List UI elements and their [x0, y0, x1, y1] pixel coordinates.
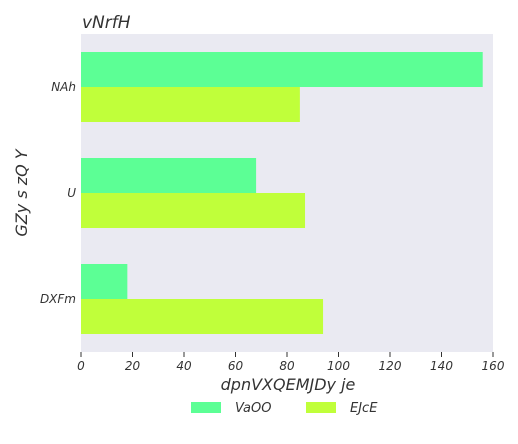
x-tick-label: 100 — [327, 359, 350, 373]
bar-VaOO-U — [81, 158, 257, 193]
bar-EJcE-NAh — [81, 87, 300, 122]
y-tick-label: DXFm — [40, 292, 76, 306]
y-axis-label: GZy s zQ Y — [12, 148, 31, 236]
x-tick-label: 140 — [430, 359, 453, 373]
legend-swatch-EJcE — [306, 402, 336, 413]
bar-VaOO-DXFm — [81, 264, 128, 299]
legend-label-EJcE: EJcE — [350, 401, 378, 416]
y-tick-label: U — [67, 186, 76, 200]
bar-EJcE-U — [81, 193, 306, 228]
x-tick-label: 20 — [125, 359, 141, 373]
y-tick-label: NAh — [51, 80, 76, 94]
legend: VaOO EJcE — [191, 401, 378, 416]
legend-label-VaOO: VaOO — [235, 401, 272, 416]
x-tick-label: 120 — [379, 359, 402, 373]
x-tick-label: 80 — [279, 359, 295, 373]
legend-swatch-VaOO — [191, 402, 221, 413]
x-tick-label: 160 — [482, 359, 505, 373]
x-axis-label: dpnVXQEMJDy je — [221, 375, 356, 394]
bar-EJcE-DXFm — [81, 299, 324, 334]
chart-title: vNrfH — [82, 13, 131, 33]
bar-VaOO-NAh — [81, 52, 483, 87]
x-tick-label: 60 — [228, 359, 244, 373]
x-tick-label: 40 — [176, 359, 192, 373]
x-tick-label: 0 — [77, 359, 85, 373]
